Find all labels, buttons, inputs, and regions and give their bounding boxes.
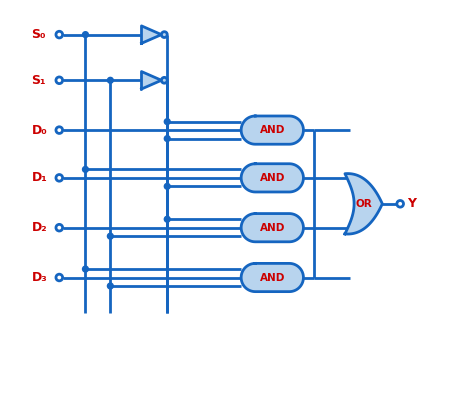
Circle shape: [56, 224, 63, 231]
Circle shape: [162, 32, 167, 38]
Circle shape: [164, 216, 170, 222]
Circle shape: [397, 201, 403, 207]
Text: D₂: D₂: [31, 221, 47, 234]
Circle shape: [56, 77, 63, 84]
Circle shape: [56, 274, 63, 281]
Circle shape: [108, 283, 113, 289]
Text: AND: AND: [260, 125, 285, 135]
Circle shape: [164, 119, 170, 125]
Circle shape: [56, 175, 63, 181]
Circle shape: [56, 31, 63, 38]
Polygon shape: [241, 263, 303, 292]
Polygon shape: [142, 71, 162, 89]
Text: S₁: S₁: [31, 74, 46, 87]
Circle shape: [162, 77, 167, 83]
Polygon shape: [345, 173, 383, 234]
Text: AND: AND: [260, 223, 285, 233]
Circle shape: [108, 233, 113, 239]
Polygon shape: [142, 26, 162, 43]
Circle shape: [82, 166, 88, 172]
Circle shape: [164, 136, 170, 141]
Text: Y: Y: [407, 197, 416, 210]
Text: AND: AND: [260, 273, 285, 283]
Polygon shape: [241, 116, 303, 144]
Circle shape: [164, 184, 170, 189]
Text: S₀: S₀: [31, 28, 46, 41]
Circle shape: [82, 266, 88, 272]
Text: D₃: D₃: [31, 271, 47, 284]
Text: D₁: D₁: [31, 171, 47, 184]
Polygon shape: [241, 164, 303, 192]
Circle shape: [82, 32, 88, 38]
Text: AND: AND: [260, 173, 285, 183]
Text: D₀: D₀: [31, 124, 47, 137]
Polygon shape: [241, 214, 303, 242]
Circle shape: [108, 77, 113, 83]
Circle shape: [56, 127, 63, 133]
Text: OR: OR: [356, 199, 372, 209]
